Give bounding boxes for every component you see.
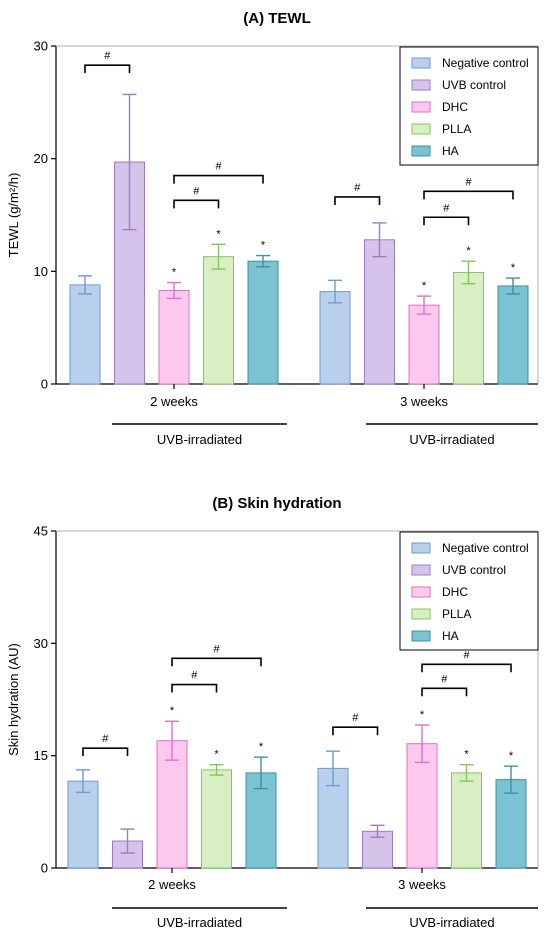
- bar: [247, 260, 279, 385]
- comparison-bracket: [84, 64, 131, 74]
- legend-swatch: [411, 564, 431, 576]
- group-annotation-label: UVB-irradiated: [409, 915, 494, 930]
- chart-title: (A) TEWL: [243, 10, 310, 27]
- legend-label: PLLA: [442, 607, 471, 621]
- bar: [69, 284, 101, 385]
- legend: Negative control UVB control DHC PLLA HA: [399, 531, 539, 651]
- comparison-mark: #: [443, 202, 450, 214]
- significance-star: *: [259, 741, 264, 753]
- comparison-mark: #: [191, 670, 198, 682]
- comparison-mark: #: [463, 649, 470, 661]
- comparison-bracket: [171, 657, 262, 667]
- significance-star: *: [420, 709, 425, 721]
- bar: [67, 780, 99, 869]
- legend: Negative control UVB control DHC PLLA HA: [399, 46, 539, 166]
- y-tick-label: 30: [34, 39, 48, 54]
- comparison-bracket: [423, 190, 514, 200]
- panel-a-tewl: (A) TEWL TEWL (g/m²/h) 0 10 20 30 * * * * * * # # # #…: [6, 10, 539, 447]
- significance-star: *: [466, 245, 471, 257]
- y-tick-label: 20: [34, 151, 48, 166]
- bar: [245, 772, 277, 869]
- y-tick-label: 0: [41, 861, 48, 876]
- legend-swatch: [411, 101, 431, 113]
- panel-b-skin-hydration: (B) Skin hydration Skin hydration (AU) 0…: [6, 495, 539, 930]
- significance-star: *: [170, 705, 175, 717]
- comparison-mark: #: [213, 643, 220, 655]
- legend-swatch: [411, 79, 431, 91]
- bar: [201, 769, 232, 869]
- comparison-mark: #: [102, 733, 109, 745]
- comparison-bracket: [173, 199, 220, 209]
- significance-star: *: [172, 267, 177, 279]
- comparison-bracket: [421, 663, 512, 673]
- bar: [364, 239, 395, 385]
- legend-label: Negative control: [442, 541, 529, 555]
- x-tick-label: 3 weeks: [398, 877, 446, 892]
- bar: [453, 271, 484, 385]
- comparison-mark: #: [215, 161, 222, 173]
- chart-title: (B) Skin hydration: [212, 495, 341, 512]
- legend-swatch: [411, 608, 431, 620]
- legend-label: HA: [442, 144, 459, 158]
- comparison-bracket: [173, 174, 264, 184]
- significance-star: *: [422, 280, 427, 292]
- comparison-mark: #: [354, 182, 361, 194]
- group-annotation-label: UVB-irradiated: [157, 915, 242, 930]
- bar: [497, 285, 529, 385]
- comparison-bracket: [334, 196, 381, 205]
- comparison-mark: #: [352, 712, 359, 724]
- x-tick-label: 2 weeks: [148, 877, 196, 892]
- significance-star: *: [214, 749, 219, 761]
- comparison-mark: #: [465, 176, 472, 188]
- legend-swatch: [411, 145, 431, 157]
- legend-label: HA: [442, 629, 459, 643]
- y-tick-label: 10: [34, 264, 48, 279]
- comparison-bracket: [82, 747, 129, 757]
- legend-label: DHC: [442, 585, 468, 599]
- comparison-bracket: [171, 683, 218, 693]
- comparison-mark: #: [441, 673, 448, 685]
- x-tick-label: 2 weeks: [150, 394, 198, 409]
- comparison-bracket: [421, 687, 468, 697]
- legend-label: DHC: [442, 100, 468, 114]
- y-axis-label: TEWL (g/m²/h): [6, 173, 21, 258]
- bar: [451, 772, 482, 869]
- x-tick-label: 3 weeks: [400, 394, 448, 409]
- group-annotation-label: UVB-irradiated: [157, 432, 242, 447]
- comparison-mark: #: [104, 50, 111, 62]
- legend-swatch: [411, 123, 431, 135]
- comparison-mark: #: [193, 185, 200, 197]
- significance-star: *: [216, 228, 221, 240]
- legend-label: PLLA: [442, 122, 471, 136]
- y-tick-label: 0: [41, 377, 48, 392]
- legend-swatch: [411, 630, 431, 642]
- bar: [319, 291, 351, 385]
- y-tick-label: 45: [34, 524, 48, 539]
- y-axis-label: Skin hydration (AU): [6, 643, 21, 756]
- legend-label: UVB control: [442, 78, 506, 92]
- bar: [495, 779, 527, 869]
- significance-star: *: [509, 750, 514, 762]
- legend-swatch: [411, 586, 431, 598]
- legend-swatch: [411, 57, 431, 69]
- y-tick-label: 30: [34, 636, 48, 651]
- legend-swatch: [411, 542, 431, 554]
- comparison-bracket: [332, 726, 379, 736]
- group-annotation-label: UVB-irradiated: [409, 432, 494, 447]
- bar: [203, 256, 234, 385]
- y-tick-label: 15: [34, 748, 48, 763]
- significance-star: *: [261, 240, 266, 252]
- comparison-bracket: [423, 216, 470, 226]
- legend-label: UVB control: [442, 563, 506, 577]
- bar: [158, 289, 190, 385]
- significance-star: *: [511, 262, 516, 274]
- legend-label: Negative control: [442, 56, 529, 70]
- bar: [408, 304, 440, 385]
- significance-star: *: [464, 749, 469, 761]
